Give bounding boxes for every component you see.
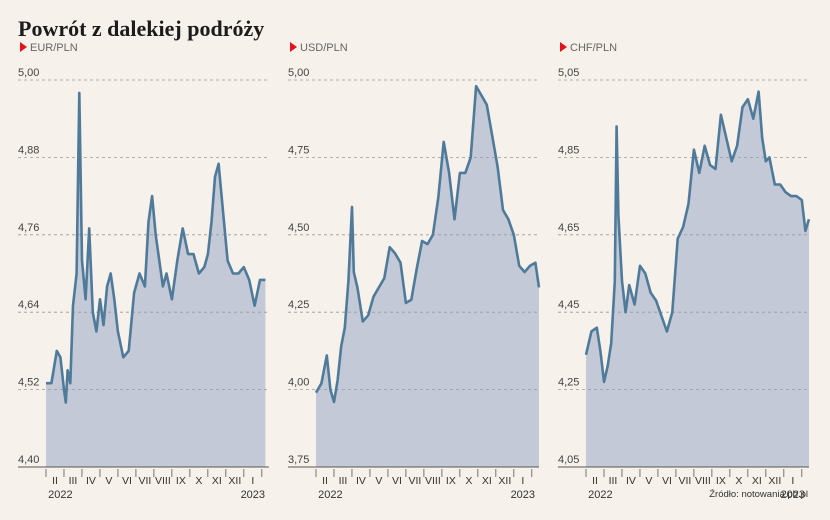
usdpln-area [316,86,539,467]
usdpln-xtick-label: IX [446,475,456,487]
eurpln-xtick-label: II [52,475,58,487]
usdpln-xtick-label: VIII [425,475,441,487]
eurpln-ytick-label: 4,40 [18,454,39,466]
eurpln-xtick-label: XII [228,475,241,487]
usdpln-xtick-label: XII [498,475,511,487]
chfpln-xtick-label: IX [716,475,726,487]
chfpln-subtitle: CHF/PLN [570,42,617,54]
usdpln-xtick-label: III [339,475,348,487]
usdpln-xtick-label: VII [408,475,421,487]
chfpln-ytick-label: 4,65 [558,222,579,234]
chfpln-year-start: 2022 [588,489,612,501]
eurpln-area [46,92,266,468]
usdpln-ytick-label: 4,25 [288,299,309,311]
eurpln-xtick-label: VIII [155,475,171,487]
eurpln-xtick-label: I [251,475,254,487]
usdpln-ytick-label: 4,50 [288,222,309,234]
chfpln-year-end: 2023 [781,489,805,501]
usdpln-xtick-label: VI [392,475,402,487]
eurpln-xtick-label: VI [122,475,132,487]
eurpln-xtick-label: IV [86,475,96,487]
usdpln-xtick-label: IV [356,475,366,487]
eurpln-subtitle: EUR/PLN [30,42,78,54]
eurpln-ytick-label: 4,64 [18,299,39,311]
chfpln-area [586,91,809,467]
usdpln-xtick-label: I [521,475,524,487]
usdpln-xtick-label: XI [482,475,492,487]
chfpln-xtick-label: II [592,475,598,487]
usdpln-line [314,84,541,404]
usdpln-year-end: 2023 [511,489,535,501]
chfpln-xtick-label: XI [752,475,762,487]
chfpln-xtick-label: I [791,475,794,487]
chfpln-ytick-label: 4,25 [558,377,579,389]
usdpln-year-start: 2022 [318,489,342,501]
chfpln-xtick-label: IV [626,475,636,487]
usdpln-xtick-label: V [375,475,382,487]
usdpln-subtitle: USD/PLN [300,42,348,54]
chfpln-ytick-label: 4,45 [558,299,579,311]
source-note: Źródło: notowania.pb.pl [709,489,808,500]
eurpln-marker-icon [20,42,27,52]
eurpln-xtick-label: XI [212,475,222,487]
eurpln-xtick-label: X [195,475,202,487]
chfpln-ytick-label: 4,85 [558,144,579,156]
chfpln-xtick-label: V [645,475,652,487]
eurpln-xtick-label: VII [138,475,151,487]
chfpln-ytick-label: 5,05 [558,67,579,79]
chfpln-line [584,90,811,384]
eurpln-ytick-label: 5,00 [18,67,39,79]
eurpln-xtick-label: III [69,475,78,487]
eurpln-ytick-label: 4,76 [18,222,39,234]
chfpln-xtick-label: X [735,475,742,487]
eurpln-ytick-label: 4,52 [18,377,39,389]
eurpln-ytick-label: 4,88 [18,144,39,156]
eurpln-line [46,91,266,404]
chart-title: Powrót z dalekiej podróży [18,16,265,41]
chfpln-xtick-label: III [609,475,618,487]
chfpln-xtick-label: VI [662,475,672,487]
chfpln-xtick-label: XII [768,475,781,487]
usdpln-xtick-label: X [465,475,472,487]
usdpln-ytick-label: 4,75 [288,144,309,156]
eurpln-xtick-label: IX [176,475,186,487]
usdpln-ytick-label: 4,00 [288,377,309,389]
eurpln-year-end: 2023 [241,489,265,501]
usdpln-ytick-label: 3,75 [288,454,309,466]
eurpln-xtick-label: V [105,475,112,487]
usdpln-xtick-label: II [322,475,328,487]
chfpln-ytick-label: 4,05 [558,454,579,466]
chfpln-marker-icon [560,42,567,52]
usdpln-marker-icon [290,42,297,52]
chfpln-xtick-label: VII [678,475,691,487]
usdpln-ytick-label: 5,00 [288,67,309,79]
chfpln-xtick-label: VIII [695,475,711,487]
eurpln-year-start: 2022 [48,489,72,501]
